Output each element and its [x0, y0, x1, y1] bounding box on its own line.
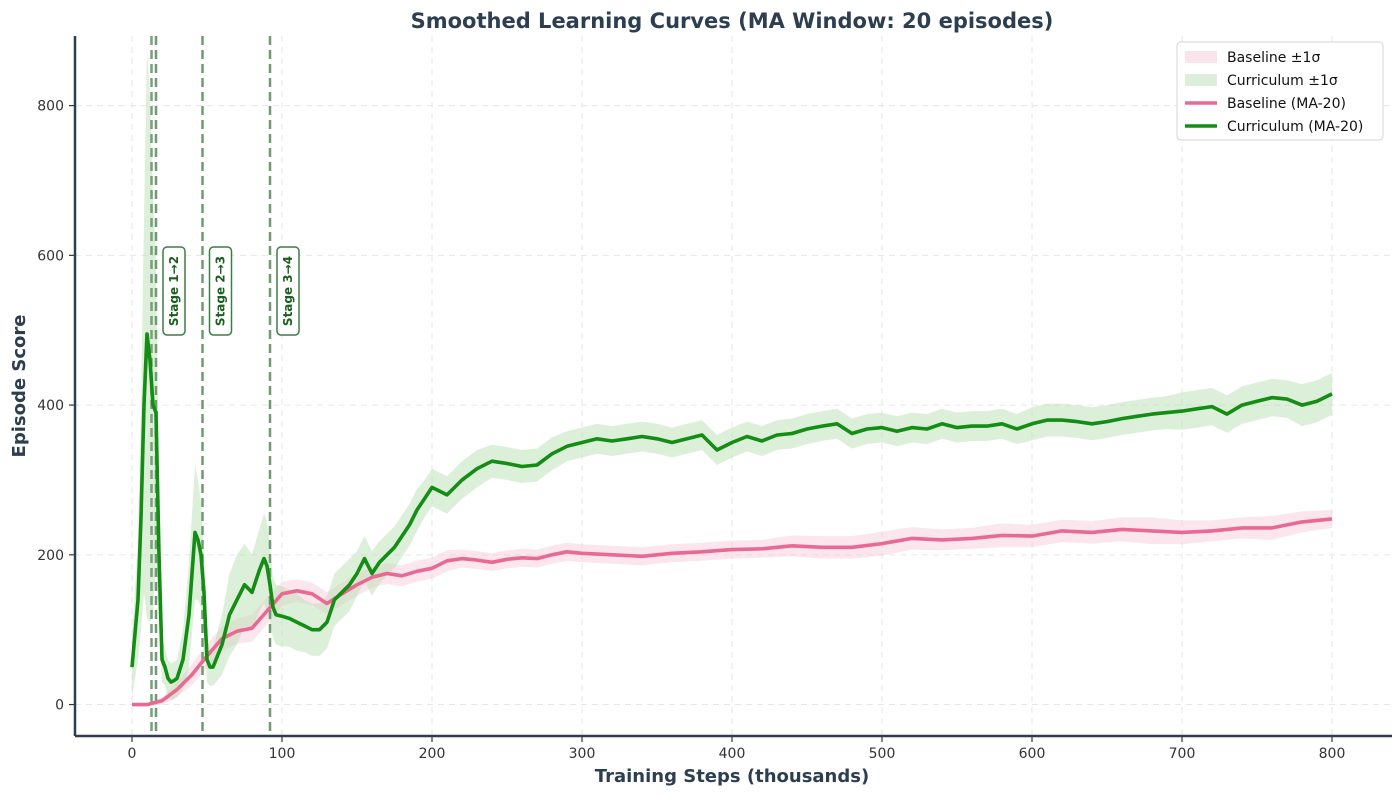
stage-label: Stage 3→4: [281, 256, 295, 326]
stage-labels: Stage 1→2 Stage 2→3 Stage 3→4: [162, 246, 300, 336]
y-tick-label: 800: [37, 99, 64, 115]
line-curriculum: [130, 332, 1333, 684]
stage-label-box: [162, 246, 186, 336]
x-tick-label: 100: [269, 746, 296, 762]
chart-title: Smoothed Learning Curves (MA Window: 20 …: [411, 9, 1054, 33]
stage-label-box: [276, 246, 300, 336]
y-tick-label: 600: [37, 248, 64, 264]
band-baseline: [132, 509, 1332, 707]
y-tick-label: 0: [55, 698, 64, 714]
y-tick-label: 400: [37, 398, 64, 414]
x-tick-label: 700: [1169, 746, 1196, 762]
x-tick-label: 800: [1319, 746, 1346, 762]
tick-labels: 0 100 200 300 400 500 600 700 800 0 200 400 600 800: [37, 99, 1345, 762]
legend-label: Curriculum (MA-20): [1227, 119, 1363, 135]
stage-label-box: [208, 246, 233, 336]
line-baseline: [132, 517, 1333, 707]
legend: Baseline ±1σ Curriculum ±1σ Baseline (MA-2…: [1176, 41, 1384, 141]
error-bands: [132, 49, 1332, 707]
legend-swatch: [1185, 51, 1217, 63]
x-axis-label: Training Steps (thousands): [595, 766, 869, 787]
stage-label: Stage 2→3: [214, 256, 228, 326]
legend-box: [1176, 41, 1384, 141]
x-tick-label: 0: [128, 746, 137, 762]
x-tick-label: 600: [1019, 746, 1046, 762]
x-tick-label: 400: [719, 746, 746, 762]
series-lines: [130, 332, 1333, 707]
axes: [69, 36, 1392, 742]
x-tick-label: 200: [419, 746, 446, 762]
x-tick-label: 300: [569, 746, 596, 762]
x-tick-label: 500: [869, 746, 896, 762]
legend-label: Baseline ±1σ: [1227, 50, 1320, 66]
y-axis-label: Episode Score: [9, 315, 30, 458]
y-tick-label: 200: [37, 548, 64, 564]
legend-swatch: [1185, 74, 1217, 86]
stage-label: Stage 1→2: [167, 256, 181, 326]
legend-label: Baseline (MA-20): [1227, 96, 1346, 112]
legend-label: Curriculum ±1σ: [1227, 73, 1338, 89]
